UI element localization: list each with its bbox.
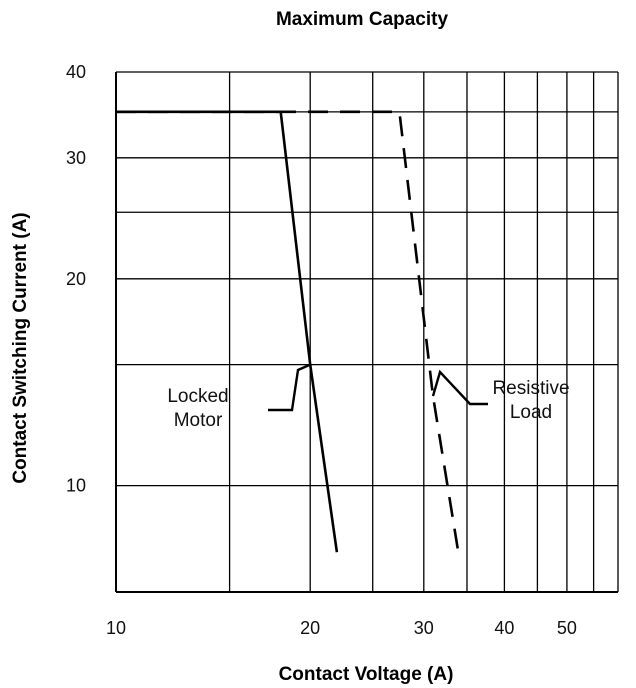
x-axis-title: Contact Voltage (A) xyxy=(279,664,454,685)
x-tick-label: 50 xyxy=(557,618,577,638)
series xyxy=(116,110,461,557)
x-tick-label: 30 xyxy=(414,618,434,638)
x-tick-label: 10 xyxy=(106,618,126,638)
annotation-label-resistive-load: Load xyxy=(510,402,552,423)
y-tick-label: 10 xyxy=(66,476,86,496)
x-tick-label: 20 xyxy=(300,618,320,638)
grid xyxy=(115,71,619,592)
axes xyxy=(115,72,618,593)
annotation-pointer-resistive-load xyxy=(431,369,488,406)
y-axis-title: Contact Switching Current (A) xyxy=(10,212,31,483)
annotation-label-resistive-load: Resistive xyxy=(492,378,569,399)
chart-title: Maximum Capacity xyxy=(276,9,449,30)
annotation-label-locked-motor: Locked xyxy=(167,386,228,407)
annotation-pointer-locked-motor xyxy=(268,363,311,412)
series-resistive-load xyxy=(116,110,461,557)
y-tick-label: 30 xyxy=(66,148,86,168)
y-tick-label: 20 xyxy=(66,269,86,289)
annotation-label-locked-motor: Motor xyxy=(174,410,223,431)
tick-labels: 10 20 30 40 50 10 20 30 40 xyxy=(66,62,577,638)
annotations: Locked Motor Resistive Load xyxy=(167,363,570,431)
y-tick-label: 40 xyxy=(66,62,86,82)
x-tick-label: 40 xyxy=(494,618,514,638)
